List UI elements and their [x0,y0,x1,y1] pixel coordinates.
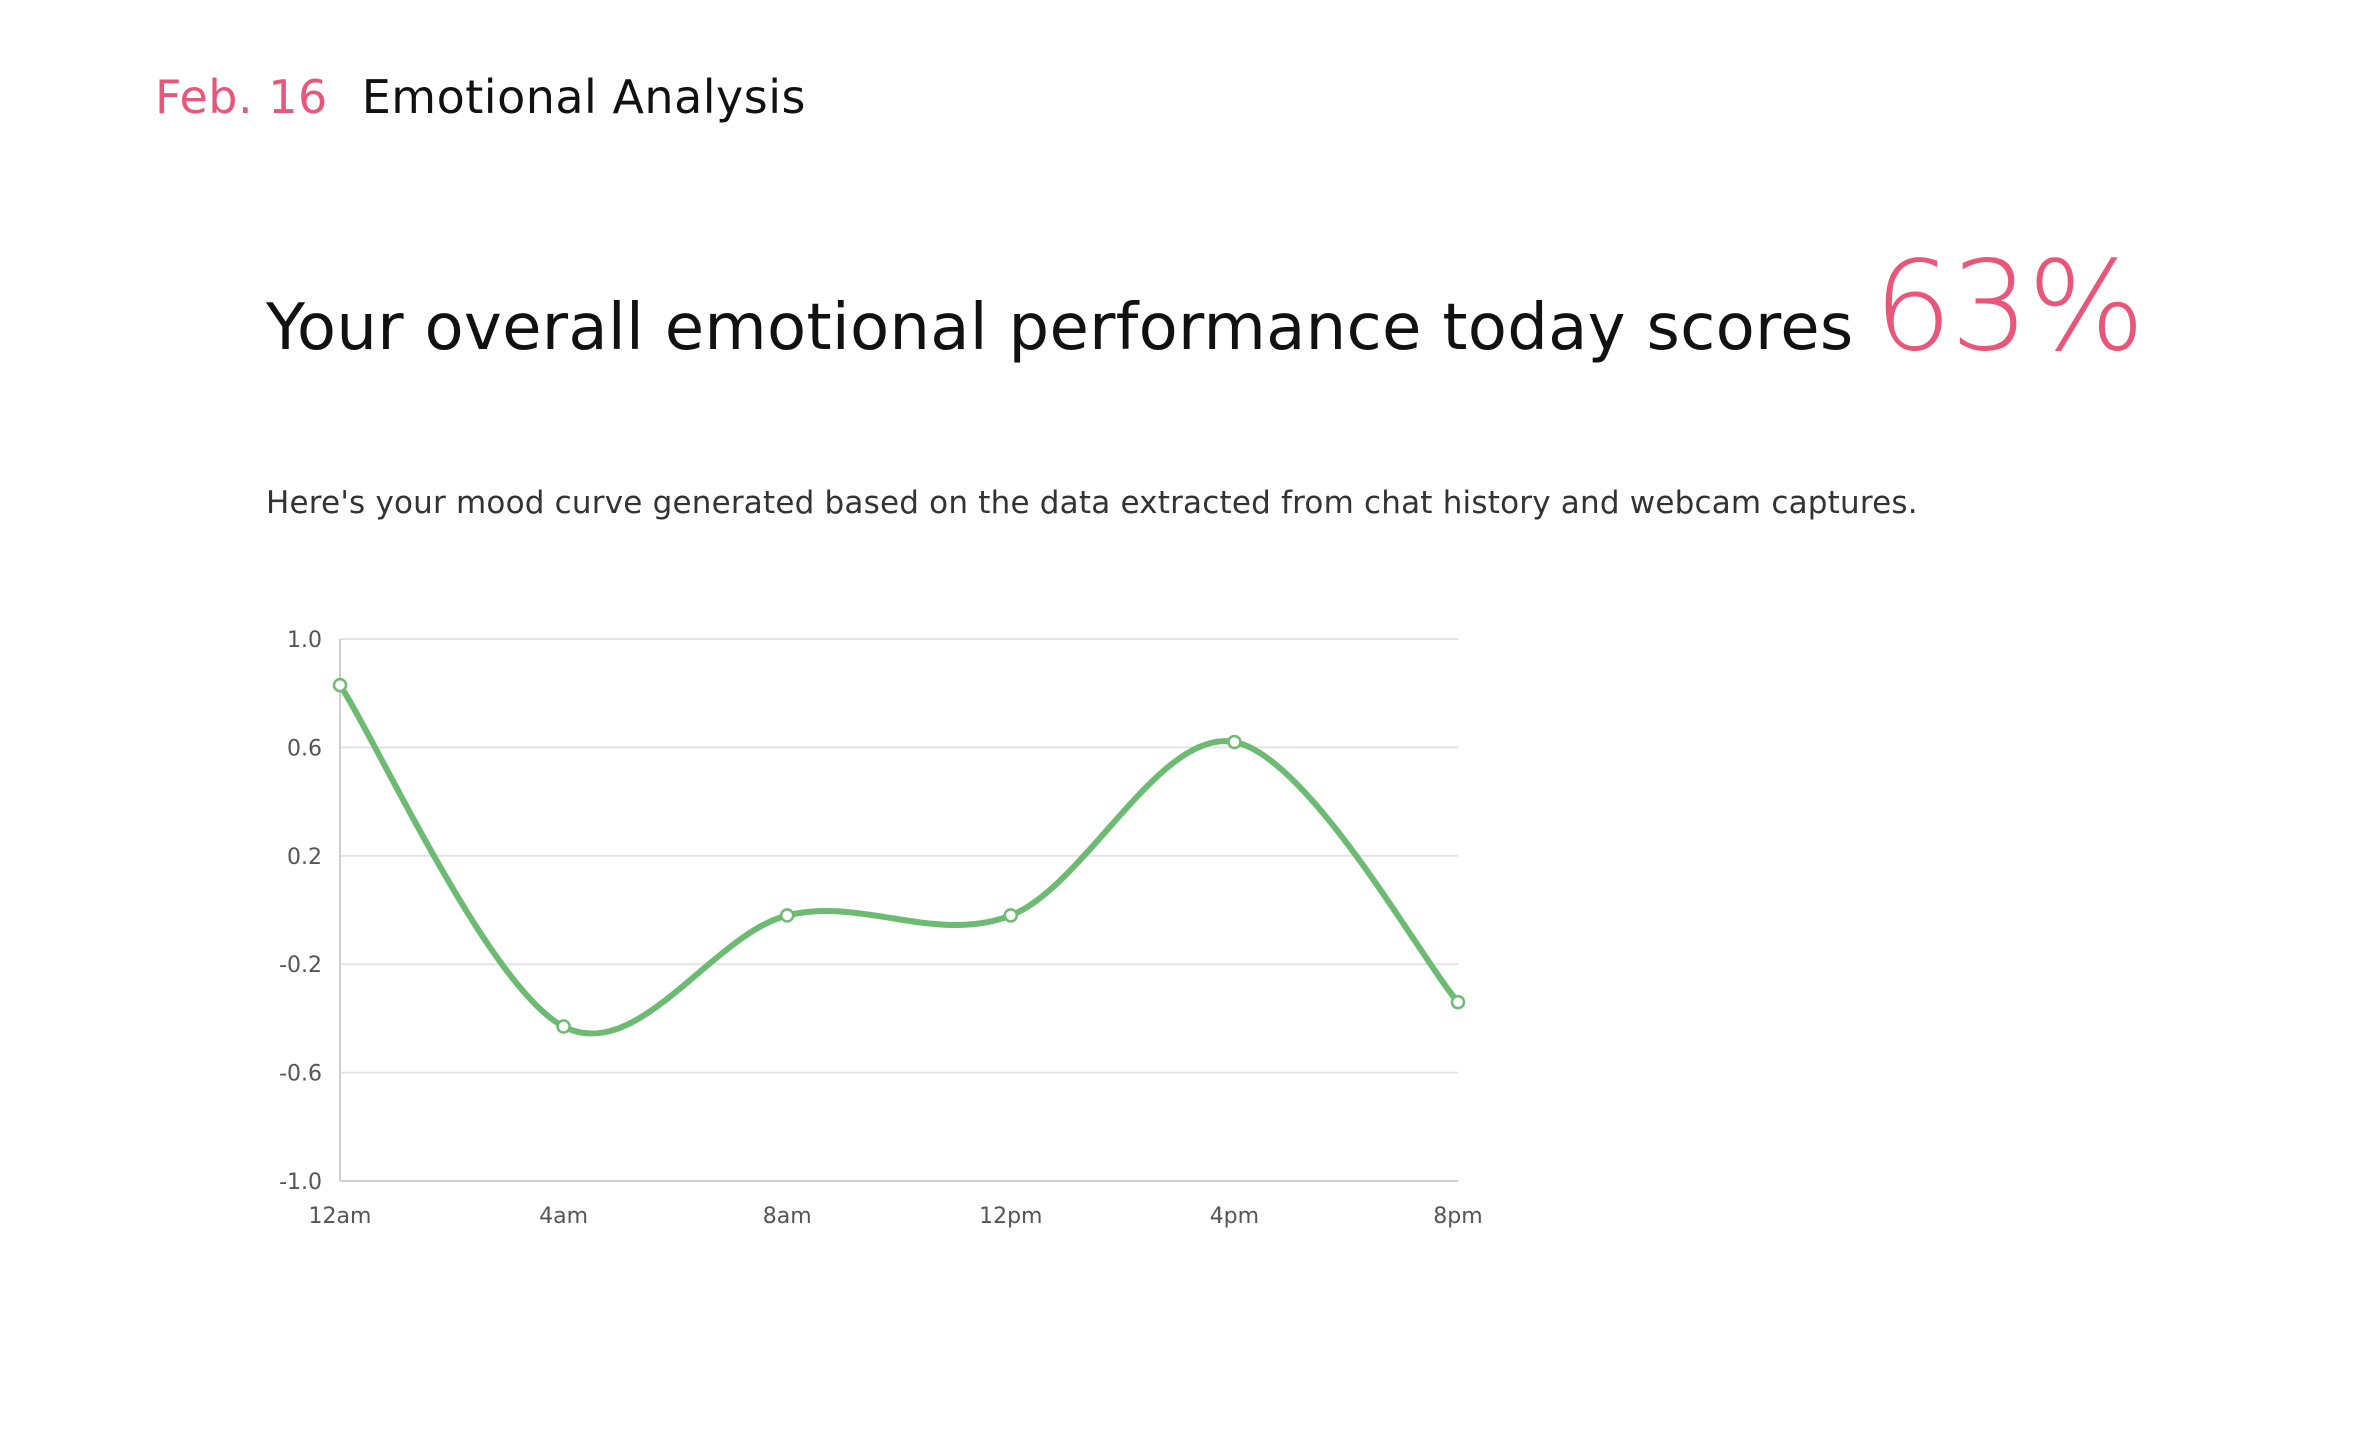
data-point[interactable] [556,1019,571,1034]
data-point[interactable] [1227,734,1242,750]
x-tick-label: 12am [309,1204,372,1229]
y-tick-label: 1.0 [287,628,322,653]
data-point[interactable] [779,908,795,923]
mood-series-line [337,682,1461,1037]
score-headline: Your overall emotional performance today… [266,235,2146,379]
score-value: 63% [1873,235,2146,379]
data-point[interactable] [1450,994,1466,1010]
x-tick-label: 4am [539,1204,588,1229]
x-tick-label: 4pm [1210,1204,1259,1229]
y-tick-label: -1.0 [279,1170,322,1195]
y-tick-label: 0.2 [287,845,322,870]
page-header: Feb. 16 Emotional Analysis [155,70,806,124]
x-tick-label: 8am [763,1204,812,1229]
score-headline-text: Your overall emotional performance today… [266,291,1854,365]
y-tick-label: -0.2 [279,953,322,978]
chart-description: Here's your mood curve generated based o… [266,485,1918,521]
page-title: Emotional Analysis [361,70,806,124]
x-tick-label: 8pm [1433,1204,1482,1229]
y-tick-label: 0.6 [287,736,322,761]
x-tick-label: 12pm [979,1204,1042,1229]
date-label: Feb. 16 [155,70,328,124]
y-tick-label: -0.6 [279,1062,322,1087]
data-point[interactable] [332,677,348,693]
data-point[interactable] [1003,908,1019,923]
